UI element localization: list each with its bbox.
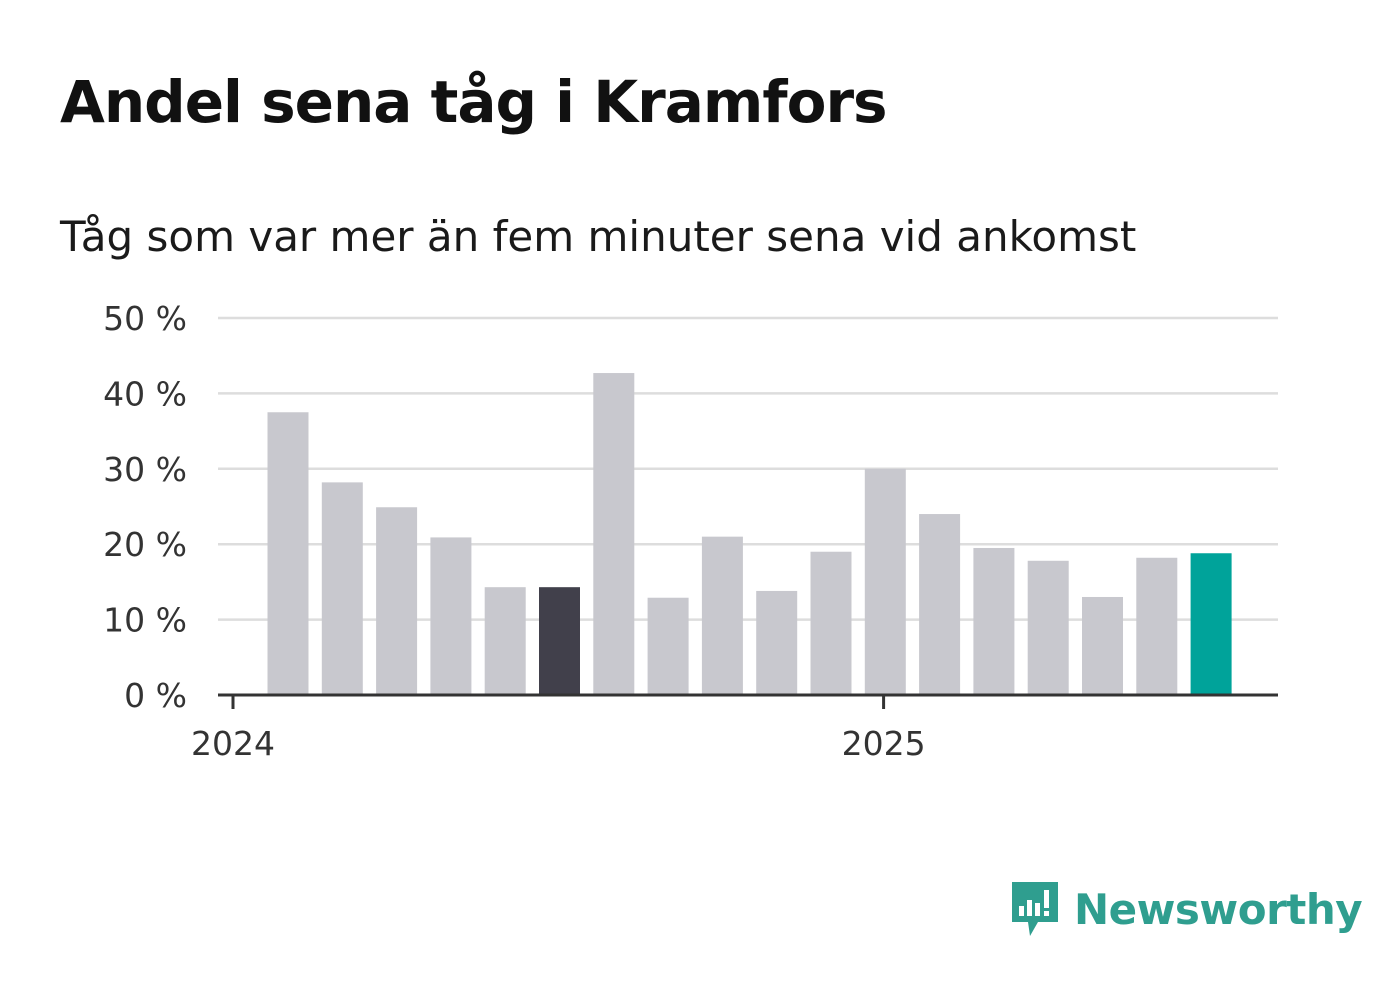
bar	[267, 412, 309, 695]
tick-labels: 0 % 10 % 20 % 30 % 40 % 50 % 2024 2025	[103, 299, 925, 763]
bars	[267, 373, 1232, 695]
chart-subtitle: Tåg som var mer än fem minuter sena vid …	[60, 212, 1137, 261]
y-tick-label: 30 %	[103, 450, 187, 489]
bar	[1190, 553, 1232, 695]
bar	[1136, 557, 1178, 695]
bar	[756, 590, 798, 695]
axes	[218, 693, 1278, 709]
chart-title: Andel sena tåg i Kramfors	[60, 68, 888, 136]
newsworthy-logo-icon	[1012, 882, 1058, 936]
newsworthy-logo: Newsworthy	[1008, 878, 1363, 940]
bar	[593, 373, 635, 695]
y-tick-label: 10 %	[103, 601, 187, 640]
bar	[539, 587, 580, 695]
bar	[810, 551, 852, 695]
bar	[701, 536, 743, 695]
bar	[1027, 560, 1069, 695]
bar	[919, 514, 961, 695]
bar	[430, 537, 472, 695]
x-tick-label: 2024	[191, 724, 275, 763]
bar	[647, 597, 689, 695]
x-tick-label: 2025	[842, 724, 926, 763]
bar	[484, 587, 526, 695]
bar	[973, 547, 1015, 695]
bar	[321, 482, 363, 695]
bar	[864, 468, 906, 695]
brand-name: Newsworthy	[1074, 884, 1363, 934]
bar	[1082, 596, 1123, 695]
y-tick-label: 50 %	[103, 299, 187, 338]
y-tick-label: 0 %	[124, 676, 187, 715]
bar	[376, 507, 418, 695]
y-tick-label: 40 %	[103, 374, 187, 413]
y-tick-label: 20 %	[103, 525, 187, 564]
